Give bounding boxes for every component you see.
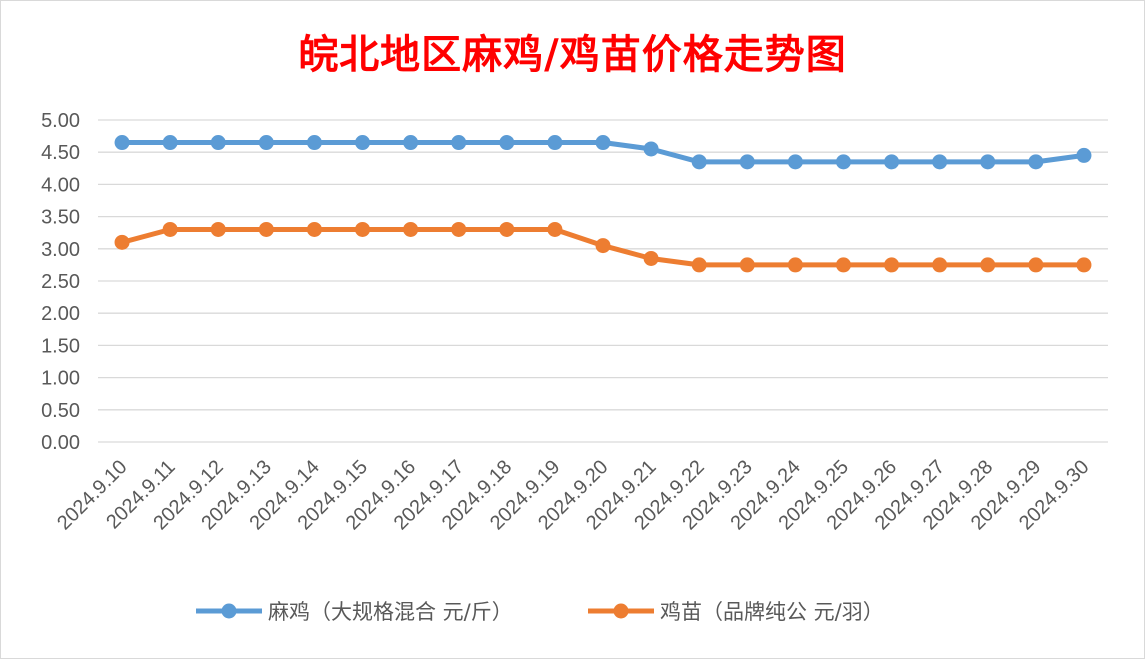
data-point <box>932 257 948 273</box>
x-axis-ticks: 2024.9.102024.9.112024.9.122024.9.132024… <box>53 456 1093 534</box>
y-tick-label: 1.50 <box>41 335 80 357</box>
data-point <box>499 221 515 237</box>
y-tick-label: 5.00 <box>41 110 80 132</box>
data-point <box>1028 257 1044 273</box>
data-point <box>835 257 851 273</box>
legend-swatch-marker <box>221 603 237 619</box>
data-point <box>499 135 515 151</box>
data-point <box>980 257 996 273</box>
legend: 麻鸡（大规格混合 元/斤） 鸡苗（品牌纯公 元/羽） <box>196 600 884 624</box>
data-point <box>258 221 274 237</box>
data-point <box>884 257 900 273</box>
data-point <box>547 135 563 151</box>
data-point <box>210 135 226 151</box>
data-point <box>1076 257 1092 273</box>
data-point <box>980 154 996 170</box>
legend-label: 鸡苗（品牌纯公 元/羽） <box>660 600 884 624</box>
y-tick-label: 0.50 <box>41 400 80 422</box>
data-point <box>306 221 322 237</box>
data-point <box>547 221 563 237</box>
data-point <box>451 135 467 151</box>
data-point <box>884 154 900 170</box>
data-point <box>1028 154 1044 170</box>
data-point <box>739 154 755 170</box>
grid-lines <box>98 119 1108 443</box>
data-point <box>403 135 419 151</box>
data-point <box>691 257 707 273</box>
series-points <box>114 135 1092 273</box>
y-tick-label: 3.50 <box>41 207 80 229</box>
data-point <box>787 154 803 170</box>
y-tick-label: 1.00 <box>41 368 80 390</box>
chart-title: 皖北地区麻鸡/鸡苗价格走势图 <box>298 31 847 78</box>
data-point <box>355 135 371 151</box>
data-point <box>258 135 274 151</box>
y-tick-label: 4.00 <box>41 174 80 196</box>
data-point <box>403 221 419 237</box>
y-tick-label: 0.00 <box>41 432 80 454</box>
data-point <box>932 154 948 170</box>
data-point <box>1076 147 1092 163</box>
data-point <box>691 154 707 170</box>
data-point <box>643 250 659 266</box>
y-tick-label: 2.00 <box>41 303 80 325</box>
data-point <box>114 234 130 250</box>
data-point <box>210 221 226 237</box>
data-point <box>306 135 322 151</box>
data-point <box>739 257 755 273</box>
y-tick-label: 2.50 <box>41 271 80 293</box>
data-point <box>451 221 467 237</box>
data-point <box>355 221 371 237</box>
legend-swatch-marker <box>613 603 629 619</box>
data-point <box>114 135 130 151</box>
y-tick-label: 3.00 <box>41 239 80 261</box>
data-point <box>595 135 611 151</box>
data-point <box>787 257 803 273</box>
data-point <box>162 221 178 237</box>
y-axis-ticks: 0.00 0.50 1.00 1.50 2.00 2.50 3.00 3.50 4.00 4.50… <box>41 110 80 454</box>
legend-label: 麻鸡（大规格混合 元/斤） <box>268 600 513 624</box>
data-point <box>162 135 178 151</box>
data-point <box>835 154 851 170</box>
y-tick-label: 4.50 <box>41 142 80 164</box>
data-point <box>643 141 659 157</box>
data-point <box>595 238 611 254</box>
